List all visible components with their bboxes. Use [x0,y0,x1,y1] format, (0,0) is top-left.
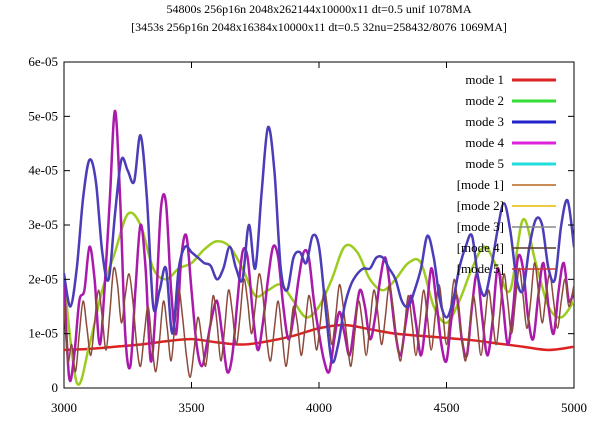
series-line-mode-3 [64,125,574,364]
y-axis: 0 1e-05 2e-05 3e-05 4e-05 5e-05 6e-05 [28,54,574,395]
legend-label: mode 2 [465,93,504,108]
legend-label: mode 4 [465,135,504,150]
x-tick-label: 3000 [51,400,77,415]
chart-subtitle: [3453s 256p16n 2048x16384x10000x11 dt=0.… [131,20,507,34]
x-tick-label: 5000 [561,400,587,415]
y-tick-label: 6e-05 [28,54,58,69]
legend-label: [mode 3] [457,219,504,234]
legend-label: [mode 2] [457,198,504,213]
y-tick-label: 2e-05 [28,271,58,286]
y-tick-label: 3e-05 [28,217,58,232]
y-tick-label: 0 [52,380,59,395]
legend-label: mode 5 [465,156,504,171]
series-layer [64,109,574,386]
legend-label: [mode 4] [457,240,504,255]
legend: mode 1 mode 2 mode 3 mode 4 mode 5 [mode 1] [m… [457,72,556,276]
series-line-mode-5 [64,262,574,378]
x-tick-label: 4000 [306,400,332,415]
legend-label: [mode 1] [457,177,504,192]
x-tick-label: 3500 [179,400,205,415]
y-tick-label: 5e-05 [28,108,58,123]
y-tick-label: 4e-05 [28,163,58,178]
series-line-mode-4 [64,109,574,383]
series-line-mode-2 [64,211,574,386]
x-tick-label: 4500 [434,400,460,415]
legend-label: mode 3 [465,114,504,129]
legend-label: [mode 5] [457,261,504,276]
chart-title: 54800s 256p16n 2048x262144x10000x11 dt=0… [167,2,472,16]
x-axis: 3000 3500 4000 4500 5000 [51,62,587,415]
legend-label: mode 1 [465,72,504,87]
y-tick-label: 1e-05 [28,326,58,341]
